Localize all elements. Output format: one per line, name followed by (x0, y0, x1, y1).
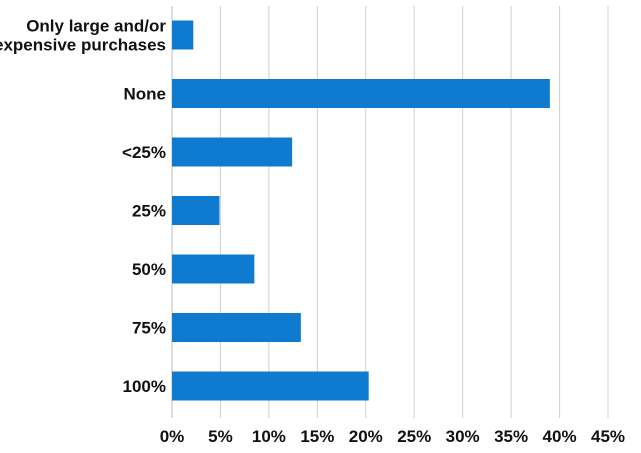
grid-lines (171, 6, 609, 418)
x-tick-label: 40% (543, 427, 577, 446)
x-tick-label: 0% (160, 427, 185, 446)
x-tick-label: 20% (349, 427, 383, 446)
x-tick-label: 10% (252, 427, 286, 446)
bars (172, 20, 550, 401)
bar (172, 20, 194, 50)
category-label: 100% (123, 377, 166, 396)
bar (172, 254, 255, 284)
category-label: <25% (122, 143, 166, 162)
category-label: 25% (132, 202, 166, 221)
x-tick-label: 25% (397, 427, 431, 446)
x-tick-label: 45% (591, 427, 625, 446)
category-label: None (124, 85, 167, 104)
x-axis-tick-labels: 0% 5% 10% 15% 20% 25% 30% 35% 40% 45% (160, 427, 625, 446)
bar (172, 313, 301, 342)
category-label: Only large and/or (26, 17, 166, 36)
x-tick-label: 30% (446, 427, 480, 446)
x-tick-label: 5% (208, 427, 233, 446)
bar (172, 137, 293, 167)
x-tick-label: 35% (494, 427, 528, 446)
category-label: 50% (132, 260, 166, 279)
x-tick-label: 15% (300, 427, 334, 446)
bar (172, 371, 369, 401)
bar (172, 79, 550, 108)
category-label: 75% (132, 319, 166, 338)
bar (172, 196, 220, 225)
category-label: expensive purchases (0, 36, 166, 55)
